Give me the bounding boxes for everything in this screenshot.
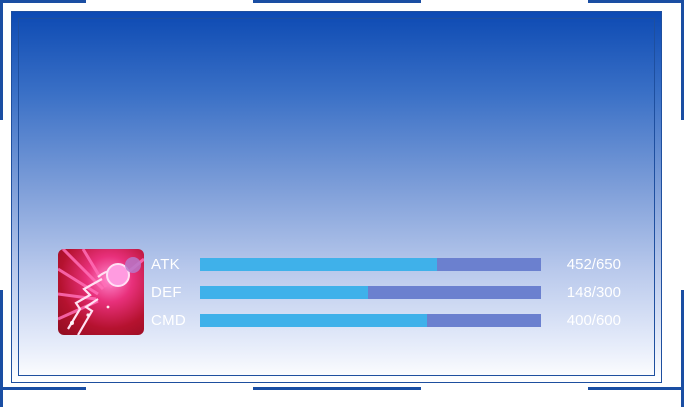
frame-bracket <box>0 0 3 120</box>
frame-bracket <box>0 290 3 407</box>
stat-label: CMD <box>151 312 187 329</box>
stat-value: 400/600 <box>566 312 621 329</box>
burst-warrior-icon <box>58 249 144 335</box>
frame-bracket <box>0 0 86 3</box>
stat-bar <box>200 286 541 299</box>
stat-row-def: DEF 148/300 <box>151 282 631 302</box>
stat-value: 148/300 <box>566 284 621 301</box>
stat-bar <box>200 258 541 271</box>
frame-bracket <box>253 387 421 390</box>
character-avatar[interactable] <box>58 249 144 335</box>
stat-row-cmd: CMD 400/600 <box>151 310 631 330</box>
frame-bracket <box>588 0 684 3</box>
stat-bar-fill <box>200 286 369 299</box>
stat-label: ATK <box>151 256 180 273</box>
frame-bracket <box>0 387 86 390</box>
frame-bracket <box>253 0 421 3</box>
frame-bracket <box>681 290 684 407</box>
stat-bar-fill <box>200 314 428 327</box>
stat-value: 452/650 <box>566 256 621 273</box>
frame-bracket <box>588 387 684 390</box>
stat-row-atk: ATK 452/650 <box>151 254 631 274</box>
stat-bar <box>200 314 541 327</box>
frame-bracket <box>681 0 684 120</box>
stat-bar-fill <box>200 258 438 271</box>
stat-label: DEF <box>151 284 182 301</box>
